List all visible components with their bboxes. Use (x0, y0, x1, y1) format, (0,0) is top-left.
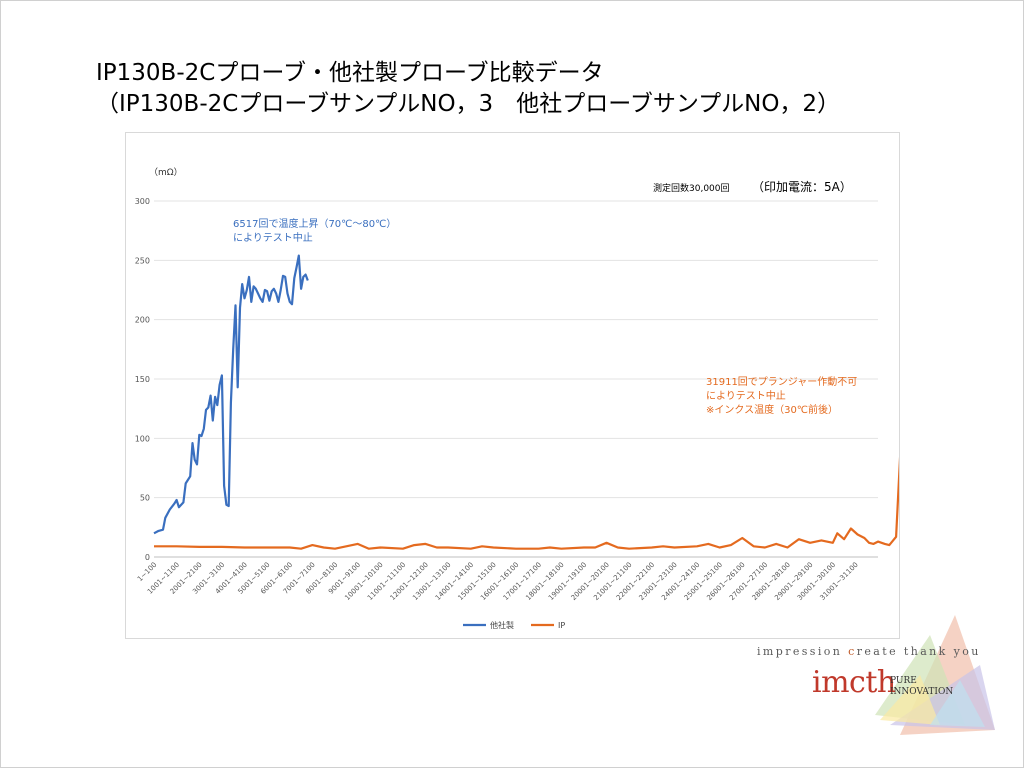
y-tick-label: 300 (135, 197, 150, 206)
y-tick-label: 200 (135, 316, 150, 325)
applied-current-note: （印加電流：5A） (752, 180, 852, 194)
brand-logo-text: imcth (812, 665, 896, 700)
y-tick-label: 250 (135, 256, 150, 265)
logo-triangle-area (780, 605, 1024, 765)
brand-tagline: impression create thank you (757, 645, 981, 658)
legend-label-competitor: 他社製 (490, 620, 514, 630)
annotation-competitor: によりテスト中止 (233, 231, 313, 244)
y-tick-label: 50 (140, 494, 150, 503)
series-line-competitor (153, 254, 309, 535)
y-tick-label: 100 (135, 434, 150, 443)
legend-label-ip: IP (558, 621, 565, 630)
annotation-competitor: 6517回で温度上昇（70℃〜80℃） (233, 217, 396, 230)
brand-logo-subtext: PURE INNOVATION (890, 676, 954, 697)
annotation-ip: ※インクス温度（30℃前後） (706, 403, 838, 416)
slide-title-line1: IP130B-2Cプローブ・他社製プローブ比較データ (96, 60, 604, 86)
line-chart: 0 50 100 150 200 250 300 （mΩ） 測定回数30,000回 （印加電流：5… (135, 167, 899, 630)
y-tick-label: 150 (135, 375, 150, 384)
logo-triangle-icon (875, 615, 995, 735)
chart-container: 0 50 100 150 200 250 300 （mΩ） 測定回数30,000回 （印加電流：5… (125, 132, 900, 639)
test-count-note: 測定回数30,000回 (653, 182, 730, 194)
slide-title-line2: （IP130B-2CプローブサンプルNO，3 他社プローブサンプルNO，2） (96, 91, 841, 117)
annotation-ip: によりテスト中止 (706, 389, 786, 402)
series-line-ip (154, 456, 899, 550)
y-axis-label: （mΩ） (149, 167, 183, 178)
annotation-ip: 31911回でプランジャー作動不可 (706, 375, 857, 388)
y-tick-label: 0 (145, 553, 150, 562)
